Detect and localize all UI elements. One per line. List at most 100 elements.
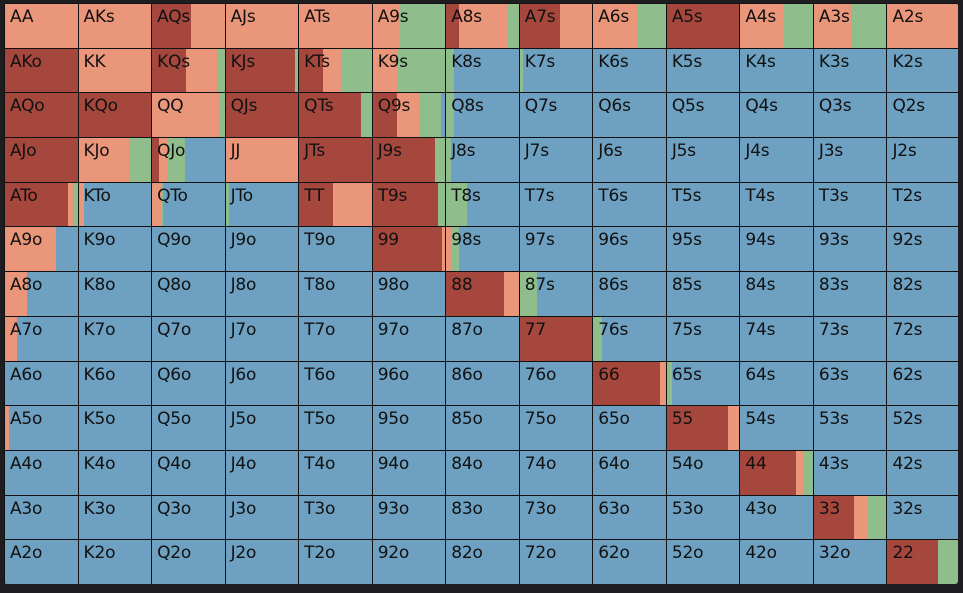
hand-cell[interactable]: K8s	[446, 48, 519, 93]
hand-cell[interactable]: K6o	[78, 361, 152, 406]
hand-cell[interactable]: Q6s	[593, 93, 666, 138]
hand-cell[interactable]: AQs	[152, 4, 225, 48]
hand-cell[interactable]: A5s	[666, 4, 740, 48]
hand-cell[interactable]: A9s	[372, 4, 446, 48]
hand-cell[interactable]: 63s	[813, 361, 887, 406]
hand-cell[interactable]: 66	[593, 361, 666, 406]
hand-cell[interactable]: KTs	[299, 48, 372, 93]
hand-cell[interactable]: QTs	[299, 93, 372, 138]
hand-cell[interactable]: 52o	[666, 540, 740, 584]
hand-cell[interactable]: 93o	[372, 495, 446, 540]
hand-cell[interactable]: QQ	[152, 93, 225, 138]
hand-cell[interactable]: 83s	[813, 272, 887, 316]
hand-cell[interactable]: ATs	[299, 4, 372, 48]
hand-cell[interactable]: T4s	[740, 182, 813, 227]
hand-cell[interactable]: Q4o	[152, 450, 225, 495]
hand-cell[interactable]: 92o	[372, 540, 446, 584]
hand-cell[interactable]: J7s	[519, 138, 593, 182]
hand-cell[interactable]: KJo	[78, 138, 152, 182]
hand-cell[interactable]: 84o	[446, 450, 519, 495]
hand-cell[interactable]: 55	[666, 406, 740, 450]
hand-cell[interactable]: T6o	[299, 361, 372, 406]
hand-cell[interactable]: A4o	[5, 450, 78, 495]
hand-cell[interactable]: 42o	[740, 540, 813, 584]
hand-cell[interactable]: J8s	[446, 138, 519, 182]
hand-cell[interactable]: KK	[78, 48, 152, 93]
hand-cell[interactable]: T7o	[299, 316, 372, 361]
hand-cell[interactable]: T9s	[372, 182, 446, 227]
hand-cell[interactable]: KQo	[78, 93, 152, 138]
hand-cell[interactable]: QJo	[152, 138, 225, 182]
hand-cell[interactable]: J8o	[225, 272, 299, 316]
hand-cell[interactable]: T8s	[446, 182, 519, 227]
hand-cell[interactable]: Q2o	[152, 540, 225, 584]
hand-cell[interactable]: Q8o	[152, 272, 225, 316]
hand-cell[interactable]: J2o	[225, 540, 299, 584]
hand-cell[interactable]: A4s	[740, 4, 813, 48]
hand-cell[interactable]: T5s	[666, 182, 740, 227]
hand-cell[interactable]: QTo	[152, 182, 225, 227]
hand-cell[interactable]: 94s	[740, 227, 813, 272]
hand-cell[interactable]: 53o	[666, 495, 740, 540]
hand-cell[interactable]: Q5s	[666, 93, 740, 138]
hand-cell[interactable]: A2s	[887, 4, 958, 48]
hand-cell[interactable]: K4o	[78, 450, 152, 495]
hand-cell[interactable]: A6s	[593, 4, 666, 48]
hand-cell[interactable]: T7s	[519, 182, 593, 227]
hand-cell[interactable]: 76o	[519, 361, 593, 406]
hand-cell[interactable]: J7o	[225, 316, 299, 361]
hand-cell[interactable]: 65o	[593, 406, 666, 450]
hand-cell[interactable]: 88	[446, 272, 519, 316]
hand-cell[interactable]: A3s	[813, 4, 887, 48]
hand-cell[interactable]: K2s	[887, 48, 958, 93]
hand-cell[interactable]: 64o	[593, 450, 666, 495]
hand-cell[interactable]: ATo	[5, 182, 78, 227]
hand-cell[interactable]: K9o	[78, 227, 152, 272]
hand-cell[interactable]: 32o	[813, 540, 887, 584]
hand-cell[interactable]: 75o	[519, 406, 593, 450]
hand-cell[interactable]: 97s	[519, 227, 593, 272]
hand-cell[interactable]: Q9o	[152, 227, 225, 272]
hand-cell[interactable]: 42s	[887, 450, 958, 495]
hand-cell[interactable]: AKo	[5, 48, 78, 93]
hand-cell[interactable]: K6s	[593, 48, 666, 93]
hand-cell[interactable]: J3s	[813, 138, 887, 182]
hand-cell[interactable]: 65s	[666, 361, 740, 406]
hand-cell[interactable]: JJ	[225, 138, 299, 182]
hand-cell[interactable]: 95o	[372, 406, 446, 450]
hand-cell[interactable]: K5o	[78, 406, 152, 450]
hand-cell[interactable]: Q6o	[152, 361, 225, 406]
hand-cell[interactable]: 22	[887, 540, 958, 584]
hand-cell[interactable]: T4o	[299, 450, 372, 495]
hand-cell[interactable]: Q5o	[152, 406, 225, 450]
hand-cell[interactable]: K8o	[78, 272, 152, 316]
hand-cell[interactable]: 92s	[887, 227, 958, 272]
hand-cell[interactable]: A2o	[5, 540, 78, 584]
hand-cell[interactable]: 72o	[519, 540, 593, 584]
hand-cell[interactable]: 54s	[740, 406, 813, 450]
hand-cell[interactable]: 73o	[519, 495, 593, 540]
hand-cell[interactable]: 74o	[519, 450, 593, 495]
hand-cell[interactable]: 76s	[593, 316, 666, 361]
hand-cell[interactable]: 98o	[372, 272, 446, 316]
hand-cell[interactable]: 93s	[813, 227, 887, 272]
hand-cell[interactable]: Q2s	[887, 93, 958, 138]
hand-cell[interactable]: T3o	[299, 495, 372, 540]
hand-cell[interactable]: T9o	[299, 227, 372, 272]
hand-cell[interactable]: T2s	[887, 182, 958, 227]
hand-cell[interactable]: J3o	[225, 495, 299, 540]
hand-cell[interactable]: Q3o	[152, 495, 225, 540]
hand-cell[interactable]: 72s	[887, 316, 958, 361]
hand-cell[interactable]: T6s	[593, 182, 666, 227]
hand-cell[interactable]: KTo	[78, 182, 152, 227]
hand-cell[interactable]: KJs	[225, 48, 299, 93]
hand-cell[interactable]: 85o	[446, 406, 519, 450]
hand-cell[interactable]: 43o	[740, 495, 813, 540]
hand-cell[interactable]: 52s	[887, 406, 958, 450]
hand-cell[interactable]: AKs	[78, 4, 152, 48]
hand-cell[interactable]: 84s	[740, 272, 813, 316]
hand-cell[interactable]: 74s	[740, 316, 813, 361]
hand-cell[interactable]: 82o	[446, 540, 519, 584]
hand-cell[interactable]: K2o	[78, 540, 152, 584]
hand-cell[interactable]: A7s	[519, 4, 593, 48]
